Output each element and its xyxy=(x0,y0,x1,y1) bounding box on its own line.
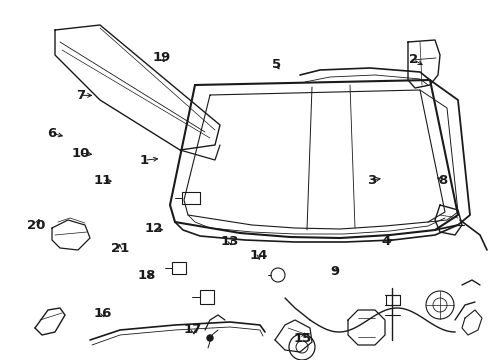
Bar xyxy=(385,295,399,305)
Bar xyxy=(200,290,214,304)
Text: 11: 11 xyxy=(93,174,112,186)
Text: 20: 20 xyxy=(27,219,46,231)
Bar xyxy=(172,262,185,274)
Text: 2: 2 xyxy=(408,53,417,66)
Text: 17: 17 xyxy=(183,323,202,336)
Text: 21: 21 xyxy=(110,242,129,255)
Text: 15: 15 xyxy=(293,332,312,345)
Text: 4: 4 xyxy=(381,235,390,248)
Text: 14: 14 xyxy=(249,249,268,262)
Text: 12: 12 xyxy=(144,222,163,235)
Text: 5: 5 xyxy=(271,58,280,71)
Text: 16: 16 xyxy=(93,307,112,320)
Text: 18: 18 xyxy=(137,269,156,282)
Text: 19: 19 xyxy=(152,51,170,64)
Text: 8: 8 xyxy=(437,174,446,186)
Text: 13: 13 xyxy=(220,235,239,248)
Circle shape xyxy=(206,335,213,341)
Text: 10: 10 xyxy=(71,147,90,159)
Text: 3: 3 xyxy=(366,174,375,186)
Text: 1: 1 xyxy=(140,154,148,167)
Text: 9: 9 xyxy=(330,265,339,278)
FancyBboxPatch shape xyxy=(182,192,200,204)
Text: 7: 7 xyxy=(76,89,85,102)
Text: 6: 6 xyxy=(47,127,56,140)
